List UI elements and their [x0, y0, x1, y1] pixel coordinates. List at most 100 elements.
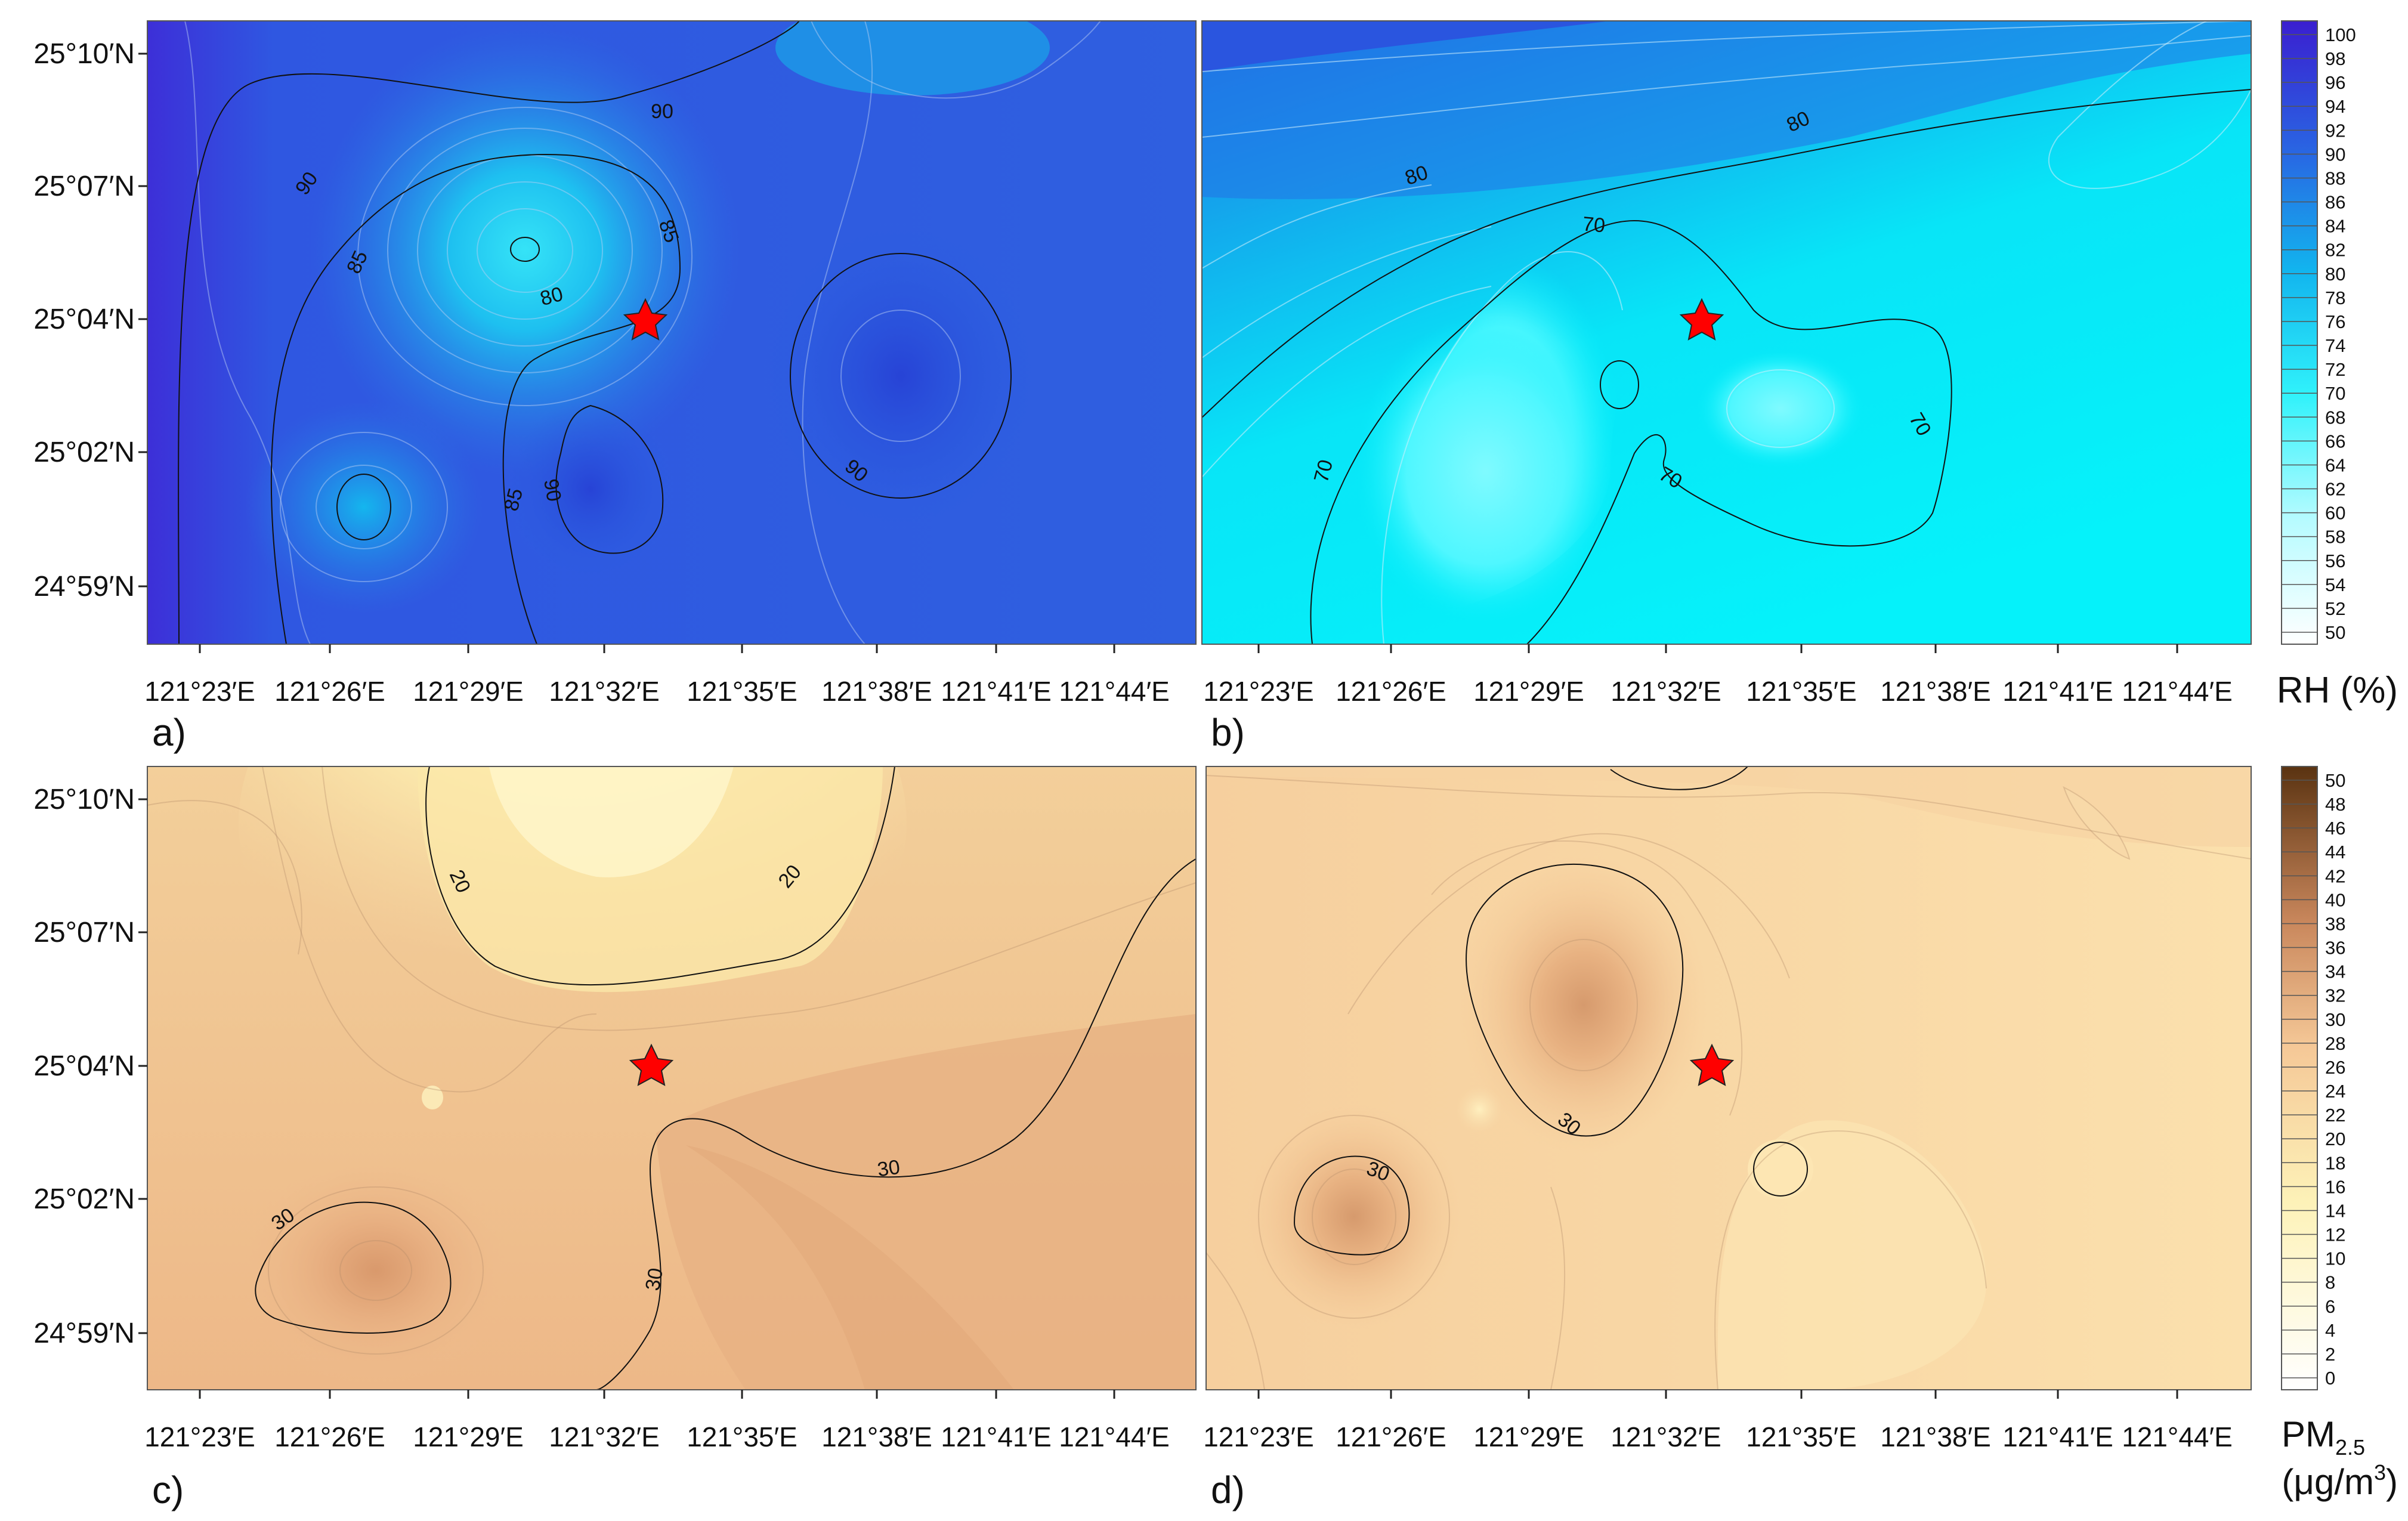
panel-letter: a): [152, 711, 186, 754]
colorbar-tick-label: 20: [2325, 1129, 2345, 1149]
panel-c-map: 20 20 30 30 30: [147, 766, 1196, 1390]
colorbar-tick-label: 76: [2325, 311, 2345, 332]
lon-label: 121°26′E: [1336, 1421, 1446, 1452]
colorbar-tick-label: 74: [2325, 335, 2345, 356]
lon-label: 121°41′E: [2002, 676, 2113, 707]
colorbar-tick-label: 8: [2325, 1272, 2335, 1293]
colorbar-tick-label: 16: [2325, 1176, 2345, 1197]
colorbar-tick-label: 78: [2325, 287, 2345, 308]
panel-c-frame: [147, 766, 1197, 1390]
pm-colorbar-title: PM2.5: [2282, 1414, 2365, 1460]
lon-label: 121°41′E: [2002, 1421, 2113, 1452]
colorbar-tick-label: 68: [2325, 407, 2345, 428]
colorbar-tick-label: 14: [2325, 1200, 2345, 1221]
lat-label: 25°04′N: [33, 304, 135, 335]
colorbar-tick-label: 4: [2325, 1320, 2335, 1341]
panel-a-frame: [147, 20, 1197, 645]
colorbar-tick-label: 36: [2325, 938, 2345, 959]
pm-units-main: (μg/m: [2282, 1462, 2374, 1502]
colorbar-tick-label: 26: [2325, 1057, 2345, 1078]
lat-label: 25°07′N: [33, 171, 135, 202]
colorbar-tick-label: 42: [2325, 865, 2345, 886]
contour-label: 70: [1582, 212, 1606, 237]
panel-b-frame: [1201, 20, 2252, 645]
lon-label: 121°32′E: [1611, 676, 1721, 707]
pm-title-main: PM: [2282, 1414, 2335, 1454]
lon-label: 121°44′E: [1059, 676, 1170, 707]
panel-a-map: 90 90 85 85 80 90 90 85: [147, 21, 1196, 644]
lon-label: 121°35′E: [687, 676, 797, 707]
lon-label: 121°44′E: [2122, 1421, 2233, 1452]
panel-b-map: 80 80 70 70 70 70: [1202, 21, 2251, 644]
panel-d-frame: [1205, 766, 2252, 1390]
lon-label: 121°44′E: [2122, 676, 2233, 707]
lon-label: 121°23′E: [144, 676, 255, 707]
colorbar-tick-label: 38: [2325, 913, 2345, 934]
lon-label: 121°41′E: [941, 676, 1052, 707]
lat-label: 25°02′N: [33, 1183, 135, 1215]
lon-label: 121°26′E: [274, 1421, 385, 1452]
colorbar-tick-label: 46: [2325, 818, 2345, 839]
lon-label: 121°38′E: [1880, 676, 1991, 707]
colorbar-tick-label: 28: [2325, 1033, 2345, 1054]
lon-label: 121°32′E: [549, 1421, 660, 1452]
pm-title-sub: 2.5: [2335, 1435, 2365, 1460]
colorbar-tick-label: 90: [2325, 144, 2345, 165]
lon-label: 121°41′E: [941, 1421, 1052, 1452]
colorbar-tick-label: 2: [2325, 1344, 2335, 1365]
colorbar-tick-label: 86: [2325, 192, 2345, 213]
lon-label: 121°26′E: [274, 676, 385, 707]
panel-letter: d): [1211, 1469, 1245, 1511]
colorbar-tick-label: 6: [2325, 1296, 2335, 1317]
lat-label: 25°04′N: [33, 1050, 135, 1082]
colorbar-tick-label: 64: [2325, 455, 2345, 475]
panel-letter: b): [1211, 711, 1245, 754]
colorbar-tick-label: 0: [2325, 1368, 2335, 1389]
colorbar-tick-label: 48: [2325, 794, 2345, 815]
contour-label: 90: [651, 100, 673, 123]
colorbar-tick-label: 62: [2325, 479, 2345, 500]
colorbar-tick-label: 44: [2325, 842, 2345, 862]
site-star-marker: [623, 298, 668, 341]
lon-label: 121°38′E: [1880, 1421, 1991, 1452]
lon-label: 121°35′E: [1746, 1421, 1857, 1452]
pm-colorbar: 5048464442403836343230282624222018161412…: [2281, 766, 2398, 1502]
pm-units-close: ): [2386, 1462, 2398, 1502]
colorbar-tick-label: 60: [2325, 503, 2345, 524]
site-star-marker: [1679, 298, 1724, 341]
lon-label: 121°32′E: [1611, 1421, 1721, 1452]
colorbar-tick-label: 66: [2325, 431, 2345, 452]
site-star-marker: [1689, 1043, 1735, 1086]
lon-label: 121°38′E: [821, 676, 932, 707]
lon-label: 121°29′E: [1473, 676, 1584, 707]
colorbar-tick-label: 12: [2325, 1225, 2345, 1245]
lat-label: 24°59′N: [33, 571, 135, 602]
colorbar-tick-label: 96: [2325, 72, 2345, 93]
panel-d-map: 30 30: [1206, 766, 2251, 1390]
colorbar-tick-label: 100: [2325, 24, 2356, 45]
colorbar-tick-label: 94: [2325, 96, 2345, 117]
colorbar-tick-label: 82: [2325, 240, 2345, 261]
colorbar-tick-label: 72: [2325, 359, 2345, 380]
lat-label: 24°59′N: [33, 1318, 135, 1349]
colorbar-tick-label: 80: [2325, 264, 2345, 285]
lon-label: 121°29′E: [1473, 1421, 1584, 1452]
contour-label: 30: [641, 1266, 667, 1293]
lon-label: 121°29′E: [413, 676, 524, 707]
colorbar-tick-label: 32: [2325, 985, 2345, 1006]
colorbar-tick-label: 34: [2325, 962, 2345, 982]
colorbar-tick-label: 50: [2325, 622, 2345, 643]
lat-label: 25°10′N: [33, 38, 135, 70]
colorbar-tick-label: 98: [2325, 48, 2345, 69]
contour-label: 30: [876, 1156, 901, 1182]
colorbar-tick-label: 18: [2325, 1152, 2345, 1173]
colorbar-tick-label: 88: [2325, 168, 2345, 188]
colorbar-tick-label: 58: [2325, 527, 2345, 548]
colorbar-tick-label: 40: [2325, 889, 2345, 910]
lon-label: 121°23′E: [1203, 676, 1314, 707]
lon-label: 121°29′E: [413, 1421, 524, 1452]
colorbar-tick-label: 84: [2325, 216, 2345, 237]
lon-label: 121°23′E: [1203, 1421, 1314, 1452]
